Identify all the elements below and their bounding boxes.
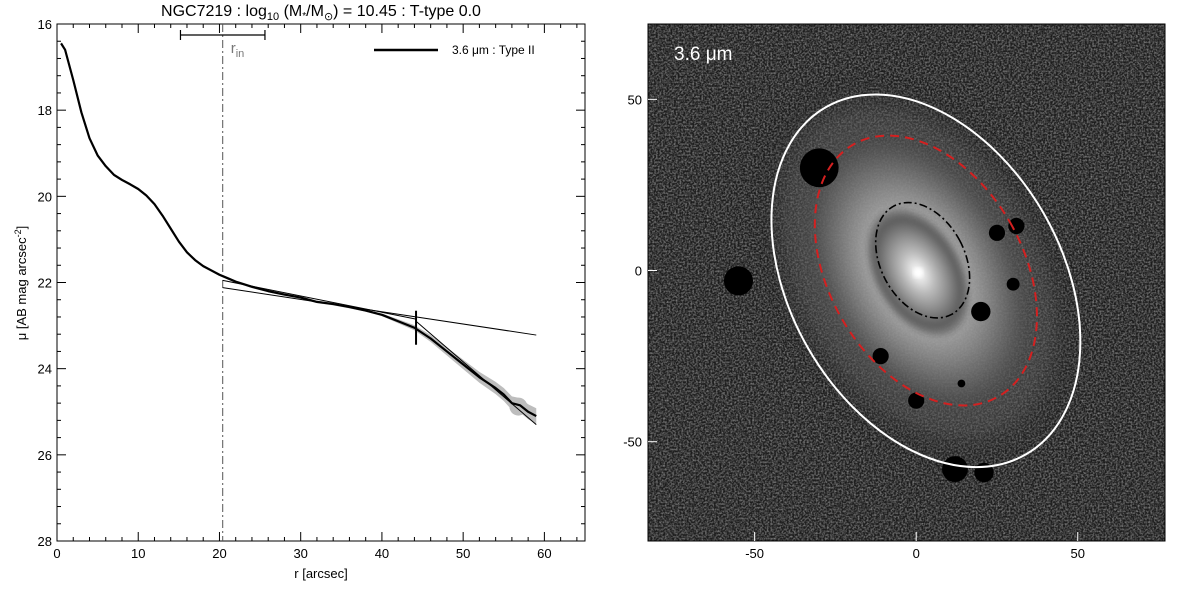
y-tick-label: 16 [38, 17, 52, 32]
star-mask [799, 148, 839, 188]
image-axis-ticks: -50 0 50 -50 0 50 [623, 92, 1085, 561]
x-tick-label: 30 [293, 546, 307, 561]
galaxy [755, 74, 1082, 471]
band-label: 3.6 μm [674, 44, 732, 65]
image-x-tick-label: 0 [913, 546, 920, 561]
star-mask [723, 266, 754, 296]
isophote-ellipse-inner [874, 201, 971, 319]
y-tick-label: 28 [38, 534, 52, 549]
x-tick-label: 20 [212, 546, 226, 561]
plot-frame [56, 23, 586, 542]
star-mask [971, 301, 991, 322]
star-mask [942, 456, 968, 483]
star-mask [1008, 217, 1025, 235]
x-axis-label: r [arcsec] [294, 566, 347, 581]
image-x-tick-label: -50 [745, 546, 764, 561]
star-mask [872, 348, 889, 365]
x-tick-label: 10 [131, 546, 145, 561]
isophote-ellipses [770, 93, 1082, 469]
image-y-tick-label: 0 [635, 264, 642, 279]
star-masks [723, 148, 1025, 483]
fit-line [222, 287, 537, 336]
image-y-tick-label: 50 [628, 92, 642, 107]
error-blob [509, 397, 528, 416]
image-y-tick-label: -50 [623, 435, 642, 450]
fit-line [415, 320, 537, 426]
galaxy-core [913, 267, 924, 278]
y-tick-label: 26 [38, 448, 52, 463]
isophote-ellipse-outer [770, 93, 1082, 469]
chart-title: NGC7219 : log10 (M*/M⊙) = 10.45 : T-type… [161, 3, 481, 23]
image-frame [647, 23, 1166, 542]
isophote-ellipse-r_in [813, 134, 1038, 407]
star-mask [988, 224, 1006, 241]
y-tick-label: 24 [38, 362, 52, 377]
y-tick-label: 20 [38, 189, 52, 204]
axis-ticks: 0 10 20 30 40 50 60 16 18 20 22 24 26 28 [38, 17, 585, 561]
profile-chart: NGC7219 : log10 (M*/M⊙) = 10.45 : T-type… [13, 3, 586, 581]
x-tick-label: 0 [53, 546, 60, 561]
legend-label: 3.6 μm : Type II [452, 43, 535, 57]
legend: 3.6 μm : Type II [374, 43, 535, 57]
x-tick-label: 60 [537, 546, 551, 561]
star-mask [908, 392, 925, 409]
x-tick-label: 40 [375, 546, 389, 561]
galaxy-image-panel: 3.6 μm -50 0 50 -50 0 50 [623, 23, 1166, 561]
star-mask [957, 379, 966, 388]
r-in-label: rin [231, 40, 245, 60]
y-tick-label: 22 [38, 276, 52, 291]
plot-area [60, 24, 537, 541]
star-mask [1006, 277, 1020, 291]
y-axis-label: μ [AB mag arcsec-2] [13, 226, 29, 341]
y-tick-label: 18 [38, 103, 52, 118]
x-tick-label: 50 [456, 546, 470, 561]
profile-line [60, 42, 537, 418]
image-x-tick-label: 50 [1071, 546, 1085, 561]
